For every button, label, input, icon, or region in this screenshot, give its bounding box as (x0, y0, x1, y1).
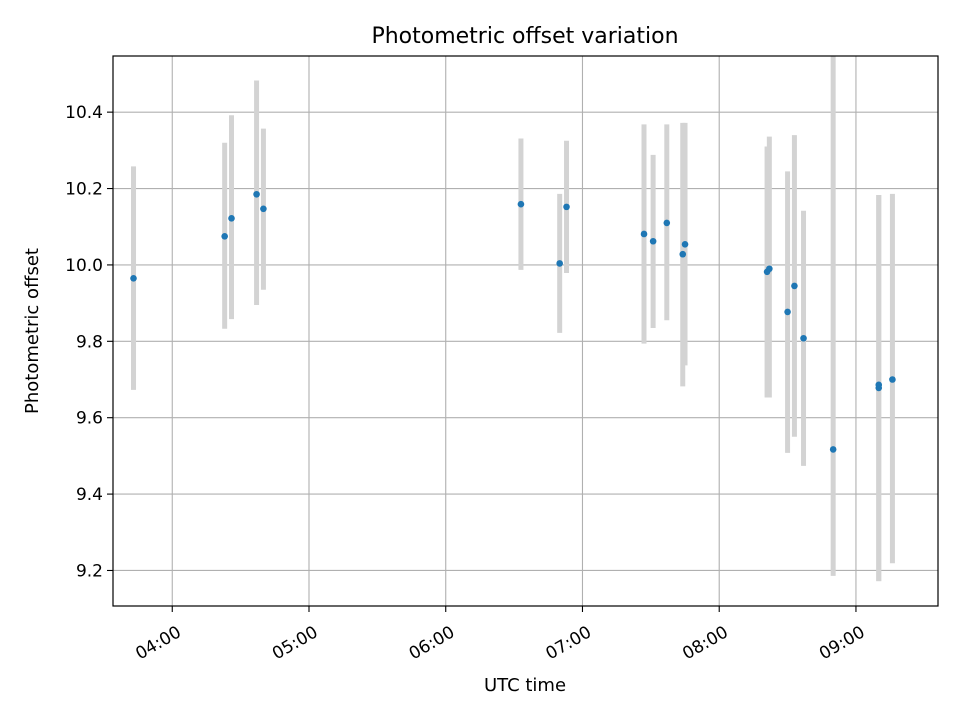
plot-frame (112, 55, 939, 607)
x-axis-label: UTC time (484, 675, 566, 696)
point-layer (130, 190, 896, 453)
y-tick-label: 10.0 (65, 256, 103, 276)
data-point (649, 237, 657, 245)
data-point (663, 219, 671, 227)
data-point (791, 282, 798, 290)
data-point (130, 274, 137, 282)
data-point (221, 232, 228, 240)
data-point (800, 334, 807, 342)
y-axis-label: Photometric offset (22, 248, 43, 414)
data-point (875, 381, 883, 389)
data-point (829, 446, 837, 453)
data-point (556, 260, 563, 267)
chart-title: Photometric offset variation (371, 24, 678, 49)
data-point (640, 230, 648, 238)
data-point (253, 190, 260, 198)
y-tick-label: 9.2 (76, 561, 103, 581)
data-point (679, 250, 687, 258)
y-tick-label: 9.6 (76, 409, 103, 429)
data-point (784, 308, 791, 316)
data-point (681, 240, 689, 248)
y-tick-label: 9.4 (76, 485, 103, 505)
data-point (260, 205, 267, 213)
data-point (563, 203, 570, 211)
y-tick-label: 10.2 (65, 180, 103, 200)
y-tick-label: 10.4 (65, 103, 103, 123)
y-tick-label: 9.8 (76, 332, 103, 352)
data-point (766, 265, 773, 273)
data-point (517, 200, 525, 208)
grid-layer (113, 56, 938, 606)
data-point (228, 215, 235, 222)
data-point (889, 376, 896, 383)
